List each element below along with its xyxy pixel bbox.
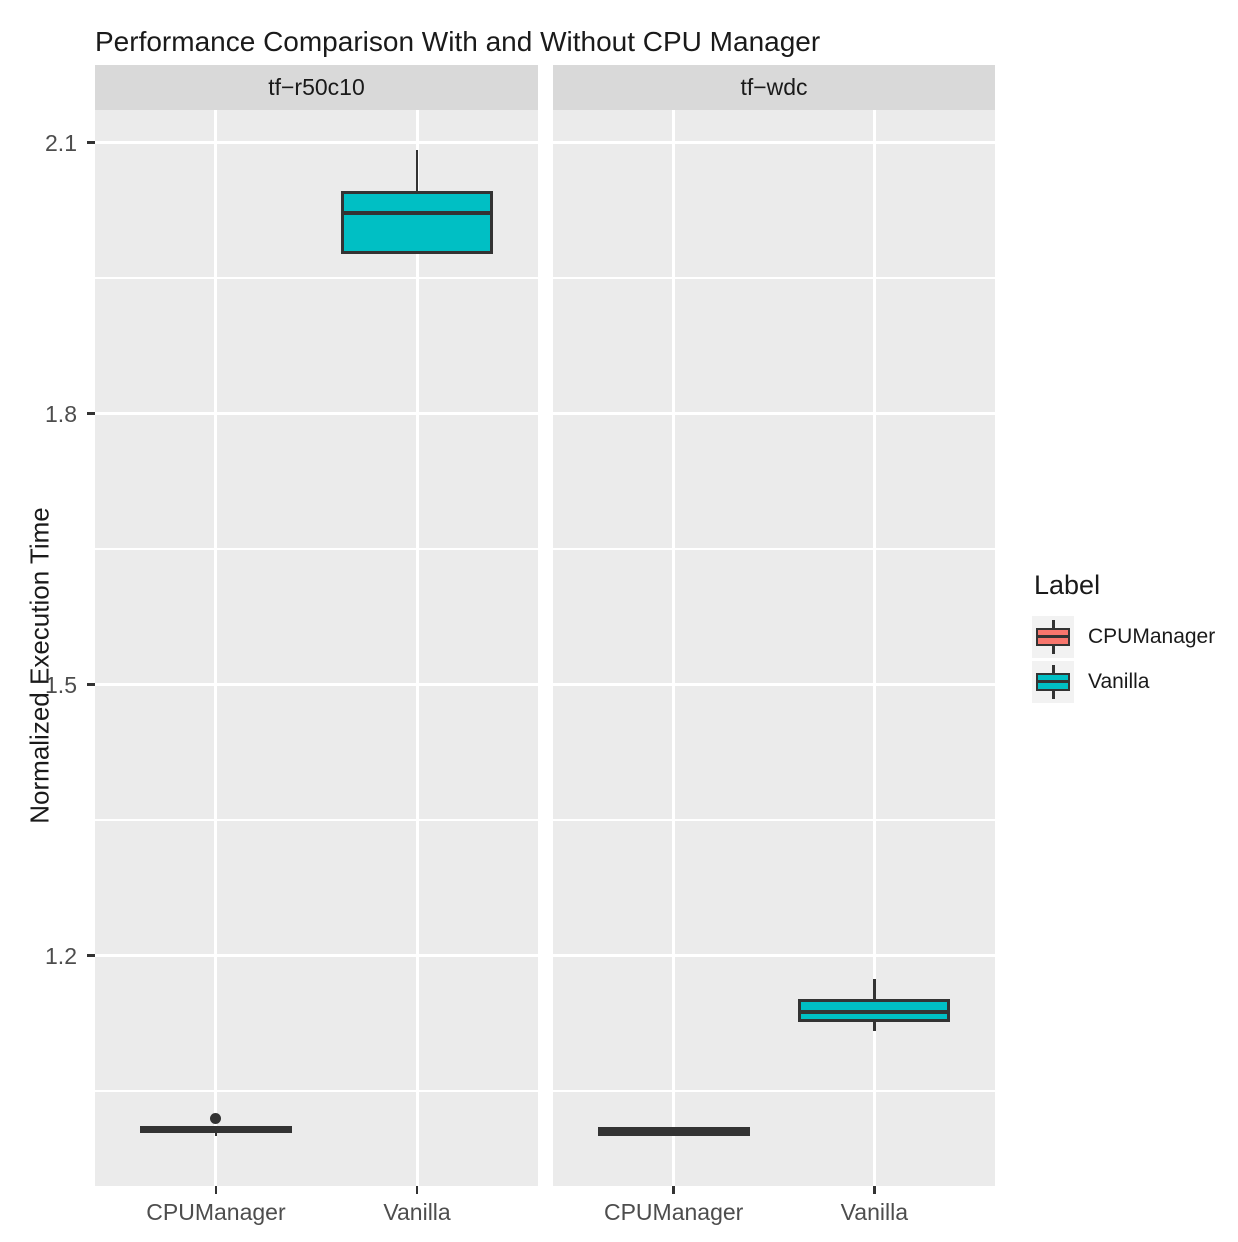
facet-panel <box>95 110 538 1186</box>
y-tick-mark <box>87 141 95 144</box>
gridline-major-h <box>553 141 995 145</box>
median-line <box>142 1127 289 1132</box>
median-line <box>344 210 491 215</box>
outlier-point <box>210 1112 222 1124</box>
x-tick-label: CPUManager <box>146 1199 286 1225</box>
legend-item-cpumanager: CPUManager <box>1032 615 1215 658</box>
y-tick-mark <box>87 683 95 686</box>
facet-strip: tf−r50c10 <box>95 65 538 110</box>
median-line <box>600 1129 747 1134</box>
y-tick-label: 1.2 <box>45 942 77 969</box>
y-axis-title: Normalized Execution Time <box>24 507 55 824</box>
y-tick-label: 1.5 <box>45 671 77 698</box>
gridline-major-h <box>95 954 538 958</box>
x-tick-label: Vanilla <box>383 1199 451 1225</box>
gridline-minor-h <box>95 1090 538 1092</box>
plot-title: Performance Comparison With and Without … <box>95 26 821 57</box>
key-median-line <box>1038 680 1068 683</box>
x-tick-mark <box>672 1186 675 1194</box>
y-tick-mark <box>87 954 95 957</box>
facet-panel <box>553 110 995 1186</box>
gridline-minor-h <box>553 1090 995 1092</box>
legend-item-vanilla: Vanilla <box>1032 660 1215 703</box>
gridline-minor-h <box>553 548 995 550</box>
facet-strip-label: tf−wdc <box>740 74 808 100</box>
legend-title: Label <box>1034 570 1101 600</box>
facet-strip-label: tf−r50c10 <box>268 74 365 100</box>
box-whisker-lower <box>873 1021 876 1031</box>
gridline-major-h <box>95 683 538 687</box>
legend-label: CPUManager <box>1088 624 1216 648</box>
x-tick-mark <box>214 1186 218 1194</box>
gridline-major-v <box>214 110 218 1186</box>
gridline-major-h <box>553 412 995 416</box>
gridline-minor-h <box>553 819 995 821</box>
boxplot-key-icon <box>1032 615 1074 658</box>
boxplot-box <box>341 191 494 254</box>
gridline-major-v <box>872 110 876 1186</box>
legend-label: Vanilla <box>1088 669 1150 693</box>
y-tick-label: 1.8 <box>45 400 77 427</box>
legend: Label CPUManager Vanilla <box>1032 570 1215 705</box>
x-tick-label: Vanilla <box>840 1199 908 1225</box>
key-box <box>1036 627 1070 646</box>
box-whisker-upper <box>873 979 876 999</box>
gridline-minor-h <box>95 819 538 821</box>
facet-strip: tf−wdc <box>553 65 995 110</box>
gridline-major-h <box>553 954 995 958</box>
y-tick-label: 2.1 <box>45 129 77 156</box>
gridline-minor-h <box>95 277 538 279</box>
gridline-major-h <box>95 412 538 416</box>
x-tick-label: CPUManager <box>603 1199 744 1225</box>
gridline-minor-h <box>95 548 538 550</box>
key-box <box>1036 672 1070 691</box>
gridline-minor-h <box>553 277 995 279</box>
gridline-major-v <box>415 110 419 1186</box>
y-tick-mark <box>87 412 95 415</box>
boxplot-key-icon <box>1032 660 1074 703</box>
x-tick-mark <box>415 1186 419 1194</box>
key-median-line <box>1038 635 1068 638</box>
box-whisker-upper <box>415 149 419 192</box>
gridline-major-h <box>95 141 538 145</box>
box-whisker-lower <box>214 1132 218 1137</box>
gridline-major-v <box>672 110 676 1186</box>
x-tick-mark <box>873 1186 876 1194</box>
gridline-major-h <box>553 683 995 687</box>
median-line <box>801 1009 948 1014</box>
